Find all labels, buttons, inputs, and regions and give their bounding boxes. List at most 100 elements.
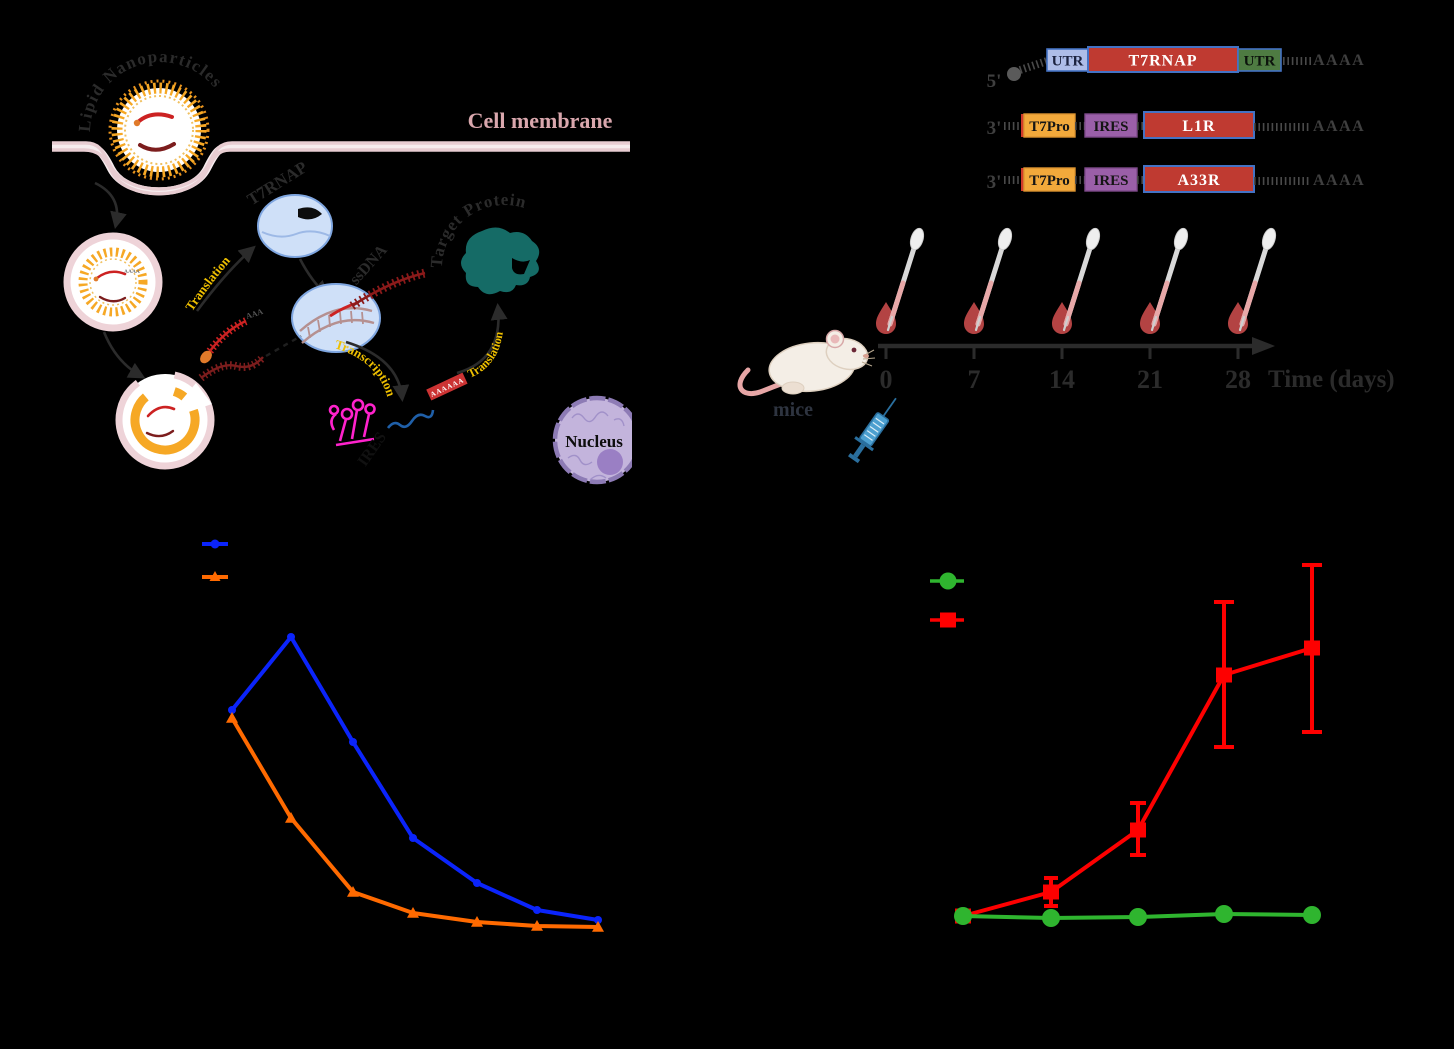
polya-tail-2: AAAA xyxy=(1313,118,1365,135)
orange-series-data-point xyxy=(407,907,419,918)
endosome-release xyxy=(115,370,215,470)
endosome-early: AAAA xyxy=(63,232,163,332)
red-series-data-point xyxy=(1130,822,1146,838)
blue-series-line xyxy=(230,635,599,922)
endosome-mrna-tail: AAAA xyxy=(124,269,140,275)
panel-d-chart xyxy=(930,563,1322,927)
polya-box: AAAAAA xyxy=(426,372,468,401)
legend-green-marker xyxy=(939,572,957,590)
construct-t7rnap-mrna: 5' UTR T7RNAP UTR AAAA xyxy=(987,46,1365,92)
lnp-mrna-strand xyxy=(136,112,174,124)
tick-day-28: 28 xyxy=(1225,365,1251,394)
blue-series-data-point xyxy=(594,916,602,924)
construct-l1r: 3' T7Pro IRES L1R AAAA xyxy=(987,111,1365,139)
green-series-data-point xyxy=(1042,909,1060,927)
blue-series-data-point xyxy=(228,706,236,714)
ssdna-label: ssDNA xyxy=(347,241,391,288)
pipette-icons xyxy=(888,227,1278,330)
arrow-lnp-to-endosome xyxy=(94,181,127,229)
mice-label: mice xyxy=(773,399,813,421)
orange-series-data-point xyxy=(285,812,297,823)
blue-series-data-point xyxy=(287,633,295,641)
mouse-icon xyxy=(737,329,876,396)
red-series-data-point xyxy=(1216,667,1232,683)
red-series-line xyxy=(962,646,1313,918)
new-mrna-squiggle xyxy=(386,409,435,429)
blue-series-data-point xyxy=(409,834,417,842)
green-series-data-point xyxy=(1303,906,1321,924)
arrow-translation-left xyxy=(195,245,256,312)
polya-tail-1: AAAA xyxy=(1313,52,1365,69)
legend-red-marker xyxy=(940,612,956,628)
ssdna-strand xyxy=(349,268,427,310)
utr-right-label: UTR xyxy=(1244,54,1276,70)
panel-c-chart xyxy=(202,539,604,932)
translation-left-label: Translation xyxy=(182,252,233,313)
nucleus: Nucleus xyxy=(552,395,632,485)
cell-membrane-inner-line xyxy=(52,148,630,196)
cap-icon xyxy=(1007,67,1021,81)
three-prime-label-2: 3' xyxy=(987,172,1002,193)
t7rnap-gene-label: T7RNAP xyxy=(1128,53,1197,70)
cell-membrane-outer-line xyxy=(52,141,630,191)
tick-day-0: 0 xyxy=(880,365,893,394)
red-series-data-point xyxy=(1043,884,1059,900)
arrow-translation-right xyxy=(456,302,508,375)
arrow-endosome-to-endosome xyxy=(102,331,146,379)
tick-day-7: 7 xyxy=(968,365,981,394)
construct-a33r: 3' T7Pro IRES A33R AAAA xyxy=(987,165,1365,193)
panel-a-mechanism-diagram: Cell membrane Lipid Nanoparticles AAAA xyxy=(52,47,632,485)
orange-series-data-point xyxy=(592,921,604,932)
lnp-dna-strand xyxy=(138,142,176,152)
tick-day-21: 21 xyxy=(1137,365,1163,394)
t7rnap-transcribing xyxy=(291,283,381,353)
timeline-arrowhead xyxy=(1252,337,1275,355)
blue-series-data-point xyxy=(533,906,541,914)
ires-structure xyxy=(328,398,376,447)
arrow-transcription xyxy=(345,340,410,403)
five-prime-label: 5' xyxy=(987,71,1002,92)
legend-blue-marker xyxy=(210,539,220,549)
legend-orange-marker xyxy=(209,571,221,581)
t7pro-label-1: T7Pro xyxy=(1029,119,1070,135)
timeline-axis-label: Time (days) xyxy=(1268,366,1395,393)
released-mrna: AAA xyxy=(200,307,264,364)
utr-left-label: UTR xyxy=(1052,54,1084,70)
translation-right-label: Translation xyxy=(465,330,506,380)
orange-series-data-point xyxy=(347,886,359,897)
released-mrna-tail: AAA xyxy=(245,307,264,321)
green-series-data-point xyxy=(1129,908,1147,926)
blue-series-data-point xyxy=(473,879,481,887)
dashed-template-arrow xyxy=(265,334,302,358)
tick-day-14: 14 xyxy=(1049,365,1075,394)
t7pro-label-2: T7Pro xyxy=(1029,173,1070,189)
ires-box-label-2: IRES xyxy=(1093,173,1128,189)
syringe-icon xyxy=(848,397,897,464)
red-series-data-point xyxy=(1304,640,1320,656)
chart-d-plot-area xyxy=(954,563,1322,927)
nucleus-label: Nucleus xyxy=(565,432,623,451)
panel-b-timeline: 0 7 14 21 28 Time (days) xyxy=(737,227,1395,464)
panel-b-constructs: 5' UTR T7RNAP UTR AAAA 3' T7Pro IRES L1R xyxy=(987,46,1365,193)
three-prime-label-1: 3' xyxy=(987,118,1002,139)
orange-series-data-point xyxy=(471,916,483,927)
a33r-gene-label: A33R xyxy=(1177,172,1220,189)
orange-series-data-point xyxy=(531,920,543,931)
template-dna-strand xyxy=(198,354,267,382)
green-series-data-point xyxy=(1215,905,1233,923)
l1r-gene-label: L1R xyxy=(1182,118,1215,135)
target-protein-blob xyxy=(461,227,540,295)
blood-drop-icons xyxy=(876,302,1248,334)
ires-box-label-1: IRES xyxy=(1093,119,1128,135)
green-series-data-point xyxy=(954,907,972,925)
ires-label: IRES xyxy=(355,429,390,469)
polya-tail-3: AAAA xyxy=(1313,172,1365,189)
chart-d-legend xyxy=(930,572,964,628)
chart-c-plot-area xyxy=(226,633,604,932)
chart-c-legend xyxy=(202,539,228,581)
lipid-nanoparticle xyxy=(108,79,210,181)
t7rnap-protein xyxy=(257,194,333,258)
blue-series-data-point xyxy=(349,738,357,746)
